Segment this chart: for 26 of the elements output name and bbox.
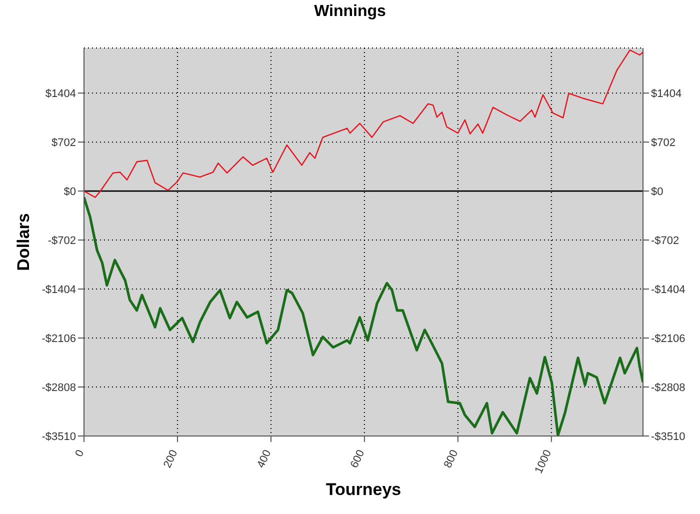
y2-tick-label: -$2808 — [651, 382, 686, 394]
y2-tick-label: -$3510 — [651, 430, 686, 443]
y-tick-label: $702 — [52, 136, 76, 149]
y2-tick-label: $0 — [651, 186, 664, 198]
x-tick-label: 400 — [255, 448, 274, 470]
x-tick-label: 0 — [73, 448, 87, 459]
y-tick-label: -$2106 — [42, 332, 76, 345]
x-tick-label: 1000 — [532, 448, 554, 476]
y2-tick-label: -$702 — [651, 234, 680, 247]
chart-title: Winnings — [313, 3, 387, 21]
x-tick-label: 800 — [442, 448, 461, 470]
line-series — [84, 49, 643, 198]
y-tick-label: -$2808 — [42, 382, 76, 394]
y-axis-title: Dollars — [14, 212, 34, 273]
y2-tick-label: $702 — [651, 136, 676, 149]
y2-tick-label: $1404 — [651, 88, 682, 100]
y-tick-label: $1404 — [45, 88, 76, 100]
x-tick-label: 200 — [162, 448, 180, 470]
y-tick-label: $0 — [64, 186, 76, 198]
y2-tick-label: -$2106 — [651, 332, 686, 345]
y-tick-label: -$1404 — [42, 284, 76, 296]
y-tick-label: -$702 — [48, 234, 76, 247]
y2-tick-label: -$1404 — [651, 284, 686, 296]
x-tick-label: 600 — [348, 448, 368, 470]
y-tick-label: -$3510 — [42, 430, 76, 443]
x-axis-title: Tourneys — [324, 480, 402, 500]
